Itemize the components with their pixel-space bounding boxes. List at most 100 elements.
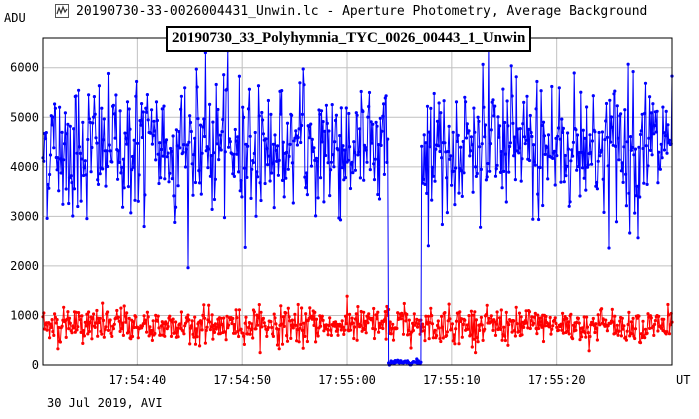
background-series-point <box>243 321 247 325</box>
target-series-point <box>451 130 455 134</box>
background-series-point <box>566 329 570 333</box>
background-series-point <box>258 351 262 355</box>
background-series-point <box>487 316 491 320</box>
target-series-point <box>354 111 358 115</box>
background-series-point <box>315 331 319 335</box>
target-series-point <box>202 117 206 121</box>
target-series-point <box>200 151 204 155</box>
target-series-point <box>68 124 72 128</box>
target-series-point <box>639 129 643 133</box>
target-series-point <box>158 141 162 145</box>
target-series-point <box>436 144 440 148</box>
background-series-point <box>430 314 434 318</box>
background-series-point <box>624 338 629 342</box>
background-series-point <box>598 323 602 327</box>
target-series-point <box>662 148 667 152</box>
background-series-point <box>310 317 314 321</box>
target-series-point <box>58 157 63 161</box>
background-series-point <box>534 326 538 331</box>
background-series-point <box>241 331 245 335</box>
target-series-point <box>249 196 253 200</box>
target-series-point <box>641 146 645 151</box>
background-series-point <box>621 327 625 331</box>
target-series-point <box>318 112 322 116</box>
background-series-point <box>453 342 457 346</box>
target-series-point <box>179 107 183 111</box>
background-series-point <box>96 334 100 338</box>
target-series-point <box>638 195 642 199</box>
target-series-point <box>594 184 598 188</box>
target-series-point <box>460 194 464 198</box>
background-series-point <box>382 318 386 322</box>
background-series-point <box>628 334 632 338</box>
target-series-point <box>508 141 512 145</box>
background-series-point <box>255 313 259 317</box>
target-series-point <box>647 136 651 140</box>
target-series-point <box>614 220 619 224</box>
background-series-point <box>256 323 260 327</box>
target-series-point <box>435 119 440 123</box>
background-series-point <box>237 308 241 312</box>
target-series-point <box>175 144 179 148</box>
background-series-point <box>480 323 484 327</box>
target-series-point <box>486 161 490 166</box>
background-series-point <box>503 334 507 338</box>
target-series-point <box>84 173 88 177</box>
target-series-point <box>90 145 94 150</box>
target-series-point <box>168 171 172 175</box>
target-series-point <box>539 89 543 93</box>
background-series-point <box>373 327 377 331</box>
target-series-point <box>527 127 531 131</box>
background-series-point <box>435 334 439 338</box>
target-series-point <box>336 148 340 152</box>
target-series-point <box>362 178 366 182</box>
target-series-point <box>424 141 428 145</box>
target-series-point <box>265 147 269 151</box>
background-series-point <box>656 329 660 333</box>
background-series-point <box>90 337 94 341</box>
background-series-point <box>85 312 89 316</box>
background-series-point <box>466 327 470 331</box>
target-series-point <box>188 114 192 118</box>
background-series-point <box>58 340 63 344</box>
background-series-point <box>454 319 459 323</box>
target-series-point <box>52 146 56 150</box>
target-series-point <box>253 130 257 135</box>
target-series-point <box>117 160 121 164</box>
target-series-point <box>330 103 334 107</box>
background-series-point <box>541 339 546 344</box>
target-series-point <box>48 153 53 157</box>
target-series-point <box>464 136 469 140</box>
background-series-point <box>200 328 204 332</box>
background-series-point <box>75 328 79 332</box>
background-series-point <box>478 328 482 332</box>
background-series-point <box>329 333 333 337</box>
target-series-point <box>528 113 532 118</box>
target-series-point <box>237 74 241 78</box>
target-series-point <box>62 158 66 162</box>
target-series-point <box>654 130 658 134</box>
target-series-point <box>288 142 292 146</box>
target-series-point <box>205 145 209 149</box>
background-series-point <box>600 307 604 311</box>
target-series-point <box>493 174 498 178</box>
target-series-point <box>464 100 468 104</box>
background-series-point <box>342 332 346 336</box>
background-series-point <box>265 334 269 338</box>
target-series-point <box>228 140 232 144</box>
target-series-point <box>659 142 663 146</box>
target-series-point <box>243 245 247 249</box>
target-series-point <box>211 120 215 124</box>
y-tick-label: 3000 <box>10 209 39 223</box>
background-series-point <box>288 319 292 323</box>
background-series-point <box>408 332 412 336</box>
background-series-point <box>329 328 333 332</box>
background-series-point <box>186 313 190 317</box>
background-series-point <box>353 317 357 321</box>
target-series-point <box>125 100 130 104</box>
target-series-point <box>643 81 648 85</box>
background-series-point <box>352 336 356 341</box>
target-series-point <box>605 135 610 139</box>
background-series-point <box>270 325 274 330</box>
background-series-point <box>615 323 619 327</box>
